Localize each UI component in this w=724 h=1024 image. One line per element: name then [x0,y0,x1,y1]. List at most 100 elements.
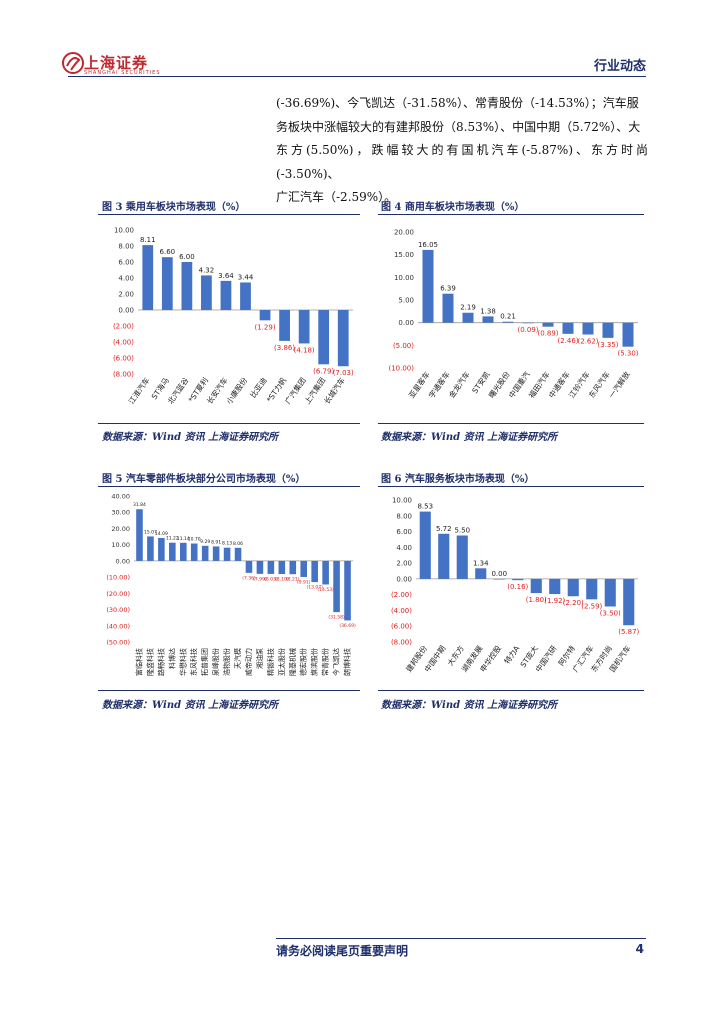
y-tick-label: 2.00 [396,560,412,568]
bar [562,322,574,334]
data-label: (3.35) [597,341,618,349]
data-label: 3.64 [218,272,234,280]
y-tick-label: 6.00 [396,528,412,536]
intro-line: 广汇汽车（-2.59%）。 [276,190,397,204]
y-tick-label: 20.00 [111,525,130,533]
figure-5-top-rule [98,486,360,487]
bar [223,547,231,561]
y-tick-label: 20.00 [394,229,414,237]
data-label: (5.87) [618,628,639,636]
bar [311,560,318,583]
y-tick-label: 4.00 [118,275,134,283]
y-tick-label: (10.00) [106,574,130,582]
category-label: 北汽蓝谷 [165,375,191,406]
data-label: 11.22 [166,536,179,542]
figure-4-bottom-rule [378,423,644,424]
y-tick-label: 40.00 [111,493,130,501]
y-tick-label: (5.00) [393,342,414,350]
bar [300,560,308,577]
data-label: (0.89) [537,330,558,338]
category-label: 长城汽车 [321,375,347,406]
bar [240,282,251,310]
company-logo [62,52,84,74]
bar [245,560,253,573]
bar [442,293,454,323]
bar [158,538,165,561]
figure-6-bottom-rule [378,690,644,691]
y-tick-label: (10.00) [388,365,414,373]
logo-text: 上海证券 [84,54,149,72]
bar [289,560,297,575]
footer-disclaimer: 请务必阅读尾页重要声明 [276,944,409,958]
bar [604,578,616,607]
data-label: 15.07 [144,529,157,535]
data-label: (31.58) [328,615,345,621]
y-tick-label: 15.00 [394,251,414,259]
figure-4-top-rule [378,214,644,215]
bar [259,310,271,321]
bar [586,578,598,600]
y-tick-label: (4.00) [391,607,412,615]
category-label: 今飞凯达 [332,648,341,676]
data-label: (7.99) [253,576,267,582]
bar [502,321,514,323]
category-label: 泉峰股份 [211,648,220,676]
figure-3-source: 数据来源：Wind 资讯 上海证券研究所 [102,432,279,443]
data-label: 10.70 [188,537,201,543]
bar [438,533,450,579]
data-label: 6.00 [179,253,195,261]
footer-divider [276,938,646,939]
y-tick-label: 8.00 [118,243,134,251]
y-tick-label: 5.00 [398,297,414,305]
bar [512,578,524,581]
data-label: (8.10) [275,577,289,583]
figure-6-title: 图 6 汽车服务板块市场表现（%） [381,474,535,485]
data-label: 5.50 [454,527,470,535]
data-label: 8.13 [222,541,232,547]
data-label: 0.21 [500,313,516,321]
data-label: (2.20) [563,599,584,607]
category-label: 常青股份 [321,648,330,676]
bar [337,310,349,367]
y-tick-label: 10.00 [114,227,134,235]
bar [344,560,351,621]
chart-commercial-vehicles: 20.00 15.00 10.00 5.00 0.00 (5.00) (10.00) 16.0… [388,229,638,400]
category-label: 华懋科技 [178,648,187,676]
data-label: (9.91) [297,579,311,585]
intro-paragraph: (-36.69%)、今飞凯达（-31.58%）、常青股份（-14.53%）；汽车… [276,92,648,210]
figure-5-title: 图 5 汽车零部件板块部分公司市场表现（%） [102,474,306,485]
data-label: 9.29 [200,539,210,545]
category-label: 拓普集团 [200,648,209,676]
data-label: (3.50) [600,610,621,618]
page-number: 4 [635,942,644,956]
bar [147,536,154,561]
bar [475,568,487,579]
category-label: 精锻科技 [266,648,275,676]
data-label: (14.53) [317,587,334,593]
figure-4-source: 数据来源：Wind 资讯 上海证券研究所 [381,432,558,443]
bar [456,535,468,579]
chart-passenger-vehicles: 10.00 8.00 6.00 4.00 2.00 0.00 (2.00) (4.00) (6.… [113,227,354,406]
data-label: (6.79) [313,367,334,375]
bar [201,545,209,561]
data-label: (2.59) [581,602,602,610]
bar [220,280,232,310]
bar [622,322,634,347]
y-tick-label: (2.00) [113,323,134,331]
data-label: (4.18) [294,346,315,354]
bar [493,578,505,580]
y-tick-label: (8.00) [113,371,134,379]
data-label: 8.53 [417,503,433,511]
data-label: 4.32 [199,266,215,274]
bar [318,310,330,365]
figure-3-title: 图 3 乘用车板块市场表现（%） [102,202,246,213]
data-label: (7.36) [242,575,256,581]
y-tick-label: 2.00 [118,291,134,299]
data-label: (7.03) [333,369,354,377]
data-label: 6.60 [160,248,176,256]
bar [212,546,220,561]
y-tick-label: 4.00 [396,544,412,552]
data-label: (1.92) [544,597,565,605]
y-tick-label: (6.00) [391,623,412,631]
data-label: (2.62) [577,338,598,346]
